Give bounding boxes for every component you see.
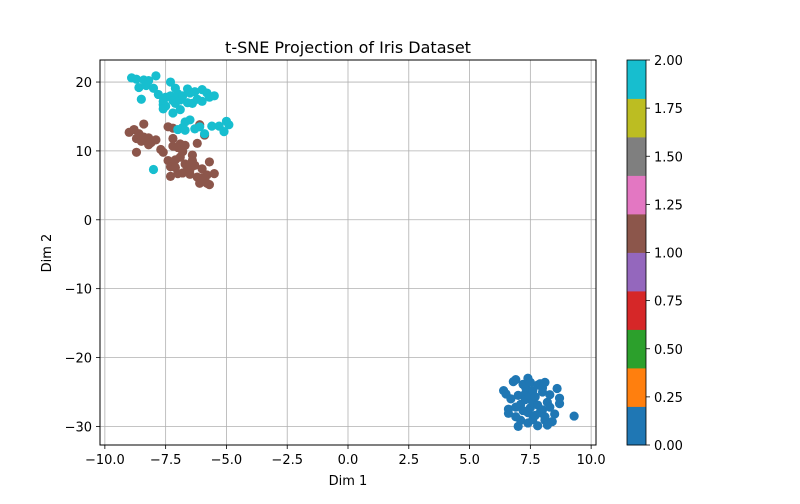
data-point xyxy=(158,147,168,157)
colorbar-segment xyxy=(627,60,646,99)
data-point xyxy=(516,415,526,425)
data-point xyxy=(540,377,550,387)
data-point xyxy=(148,83,159,93)
colorbar-tick-label: 0.75 xyxy=(654,295,683,310)
x-tick-label: −10.0 xyxy=(85,453,125,468)
colorbar-segment xyxy=(627,252,646,292)
y-tick-label: −30 xyxy=(65,420,92,435)
colorbar-segment xyxy=(627,98,646,138)
colorbar-segment xyxy=(627,329,646,369)
colorbar-segment xyxy=(627,214,646,253)
x-axis-label: Dim 1 xyxy=(329,474,368,489)
data-point xyxy=(503,408,514,418)
colorbar-tick-label: 2.00 xyxy=(654,54,683,69)
colorbar-segment xyxy=(627,291,646,330)
data-point xyxy=(204,157,215,167)
data-point xyxy=(158,104,168,114)
data-point xyxy=(195,122,205,132)
colorbar-tick-label: 1.50 xyxy=(654,150,683,165)
colorbar-ticks: 0.00 0.25 0.50 0.75 1.00 1.25 1.50 1.75 2.00 xyxy=(646,54,683,454)
data-point xyxy=(131,74,142,84)
colorbar-tick-label: 1.25 xyxy=(654,198,683,213)
x-tick-label: −7.5 xyxy=(150,453,182,468)
x-tick-label: 5.0 xyxy=(459,453,480,468)
data-point xyxy=(547,416,557,427)
y-tick-label: 20 xyxy=(75,76,92,91)
data-point xyxy=(506,394,516,404)
grid-lines xyxy=(100,60,596,445)
colorbar-tick-label: 1.75 xyxy=(654,102,683,117)
data-point xyxy=(165,171,176,181)
data-point xyxy=(209,91,219,101)
data-points xyxy=(124,71,579,432)
y-tick-label: 10 xyxy=(75,145,92,160)
data-point xyxy=(180,125,190,135)
data-point xyxy=(197,96,207,106)
data-point xyxy=(151,135,161,145)
data-point xyxy=(178,147,188,157)
data-point xyxy=(192,138,202,148)
x-tick-label: −2.5 xyxy=(271,453,303,468)
y-tick-label: 0 xyxy=(84,214,92,229)
y-axis-ticks: −30 −20 −10 0 10 20 xyxy=(65,76,100,435)
y-tick-label: −10 xyxy=(65,283,92,298)
data-point xyxy=(175,104,185,115)
data-point xyxy=(207,121,217,131)
data-point xyxy=(569,411,579,421)
colorbar xyxy=(626,59,647,446)
data-point xyxy=(185,160,195,170)
data-point xyxy=(153,89,163,100)
y-tick-label: −20 xyxy=(65,352,92,367)
data-point xyxy=(151,71,161,81)
data-point xyxy=(165,77,176,87)
data-point xyxy=(525,377,535,387)
data-point xyxy=(533,421,543,431)
colorbar-tick-label: 0.50 xyxy=(654,343,683,358)
data-point xyxy=(511,374,521,385)
data-point xyxy=(513,390,523,401)
colorbar-segment xyxy=(627,368,646,407)
colorbar-tick-label: 1.00 xyxy=(654,247,683,262)
x-axis-ticks: −10.0 −7.5 −5.0 −2.5 0.0 2.5 5.0 7.5 10.0 xyxy=(85,445,606,468)
data-point xyxy=(139,119,149,129)
x-tick-label: 2.5 xyxy=(398,453,419,468)
data-point xyxy=(199,129,210,139)
data-point xyxy=(168,133,178,144)
colorbar-segment xyxy=(627,137,646,176)
data-point xyxy=(540,412,550,422)
x-tick-label: 0.0 xyxy=(338,453,359,468)
y-axis-label: Dim 2 xyxy=(40,234,55,273)
data-point xyxy=(550,409,560,419)
data-point xyxy=(202,170,212,180)
data-point xyxy=(148,164,159,175)
colorbar-tick-label: 0.00 xyxy=(654,439,683,454)
x-tick-label: 7.5 xyxy=(520,453,541,468)
data-point xyxy=(209,169,219,179)
data-point xyxy=(134,82,144,93)
data-point xyxy=(197,164,207,174)
x-tick-label: −5.0 xyxy=(211,453,243,468)
data-point xyxy=(131,147,142,157)
colorbar-segment xyxy=(627,175,646,215)
data-point xyxy=(190,87,200,97)
data-point xyxy=(552,383,562,394)
data-point xyxy=(136,94,146,104)
data-point xyxy=(224,120,234,130)
data-point xyxy=(545,402,555,412)
data-point xyxy=(530,392,540,402)
colorbar-tick-label: 0.25 xyxy=(654,391,683,406)
colorbar-segment xyxy=(627,406,646,446)
data-point xyxy=(141,80,151,91)
data-point xyxy=(219,127,229,137)
x-tick-label: 10.0 xyxy=(577,453,606,468)
data-point xyxy=(545,390,555,400)
data-point xyxy=(204,180,215,190)
data-point xyxy=(185,115,195,125)
data-point xyxy=(168,108,178,118)
chart-title: t-SNE Projection of Iris Dataset xyxy=(225,38,471,57)
data-point xyxy=(554,393,565,403)
data-point xyxy=(178,91,188,101)
